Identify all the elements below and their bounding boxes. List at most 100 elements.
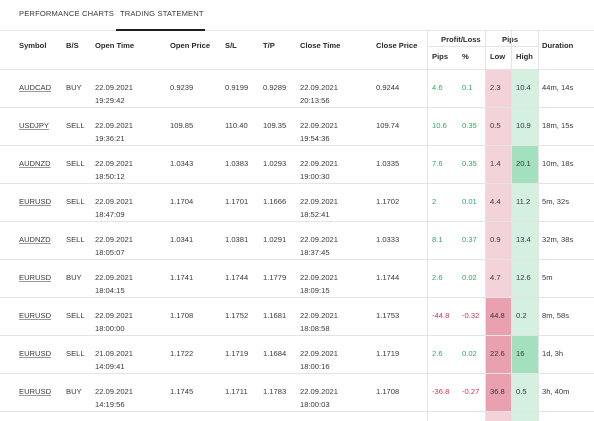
pl-pips-cell: 2.6	[432, 273, 443, 282]
close-price-cell: 109.74	[376, 121, 400, 130]
close-time-cell: 22.09.2021 20:13:56	[300, 81, 338, 107]
sl-cell: 1.1711	[225, 387, 248, 396]
close-price-cell: 0.9244	[376, 83, 400, 92]
table-row	[0, 108, 594, 146]
high-highlight	[511, 336, 538, 374]
open-time-cell: 22.09.2021 18:50:12	[95, 157, 133, 183]
close-date: 22.09.2021	[300, 197, 339, 206]
close-price-cell: 1.1753	[376, 311, 400, 320]
symbol-link[interactable]: EURUSD	[19, 311, 52, 320]
open-time-cell: 22.09.2021 14:19:56	[95, 385, 133, 411]
header-low: Low	[490, 52, 506, 61]
close-price-cell: 1.1744	[376, 273, 400, 282]
pl-pips-cell: 2	[432, 197, 437, 206]
symbol-link[interactable]: AUDCAD	[19, 83, 52, 92]
pl-pips-cell: -44.8	[432, 311, 450, 320]
close-time: 20:13:56	[300, 96, 330, 105]
close-time: 19:54:36	[300, 134, 330, 143]
side-cell: BUY	[66, 83, 82, 92]
close-date: 22.09.2021	[300, 83, 339, 92]
symbol-link[interactable]: EURUSD	[19, 273, 52, 282]
pl-percent-cell: 0.35	[462, 159, 477, 168]
open-time-cell: 22.09.2021 18:47:09	[95, 195, 133, 221]
open-date: 22.09.2021	[95, 311, 134, 320]
side-cell: SELL	[66, 349, 85, 358]
open-time-cell: 21.09.2021 14:09:41	[95, 347, 133, 373]
side-cell: BUY	[66, 273, 82, 282]
open-time: 18:50:12	[95, 172, 125, 181]
pl-pips-cell: 10.6	[432, 121, 447, 130]
side-cell: SELL	[66, 311, 85, 320]
close-price-cell: 1.0333	[376, 235, 400, 244]
pl-percent-cell: -0.32	[462, 311, 480, 320]
low-pips-cell: 22.6	[490, 349, 505, 358]
open-time: 18:05:07	[95, 248, 125, 257]
table-row	[0, 184, 594, 222]
close-date: 22.09.2021	[300, 273, 339, 282]
sl-cell: 1.1752	[225, 311, 249, 320]
open-date: 22.09.2021	[95, 273, 134, 282]
close-time: 18:37:45	[300, 248, 330, 257]
open-date: 22.09.2021	[95, 121, 134, 130]
high-pips-cell: 11.2	[516, 197, 531, 206]
symbol-link[interactable]: EURUSD	[19, 197, 52, 206]
side-cell: SELL	[66, 197, 85, 206]
header-duration: Duration	[542, 41, 574, 50]
table-row	[0, 298, 594, 336]
table-row	[0, 336, 594, 374]
open-price-cell: 1.1741	[170, 273, 194, 282]
subheader-divider	[427, 46, 538, 47]
open-price-cell: 1.1704	[170, 197, 194, 206]
open-date: 22.09.2021	[95, 83, 134, 92]
close-time: 18:09:15	[300, 286, 330, 295]
duration-cell: 5m, 32s	[542, 197, 570, 206]
tp-cell: 0.9289	[263, 83, 287, 92]
tab-performance-charts[interactable]: PERFORMANCE CHARTS	[19, 9, 114, 18]
pl-percent-cell: 0.01	[462, 197, 477, 206]
tp-cell: 109.35	[263, 121, 287, 130]
pl-percent-cell: 0.02	[462, 349, 477, 358]
duration-cell: 8m, 58s	[542, 311, 570, 320]
tp-cell: 1.1681	[263, 311, 287, 320]
header-tp: T/P	[263, 41, 275, 50]
pl-pips-cell: 7.6	[432, 159, 443, 168]
open-date: 21.09.2021	[95, 349, 134, 358]
duration-cell: 5m	[542, 273, 553, 282]
pl-percent-cell: 0.35	[462, 121, 477, 130]
pl-pips-cell: -36.8	[432, 387, 450, 396]
symbol-link[interactable]: AUDNZD	[19, 235, 51, 244]
symbol-link[interactable]: AUDNZD	[19, 159, 51, 168]
high-pips-cell: 10.4	[516, 83, 531, 92]
symbol-link[interactable]: EURUSD	[19, 349, 52, 358]
close-date: 22.09.2021	[300, 235, 339, 244]
low-highlight	[485, 374, 511, 412]
symbol-link[interactable]: USDJPY	[19, 121, 49, 130]
pl-percent-cell: 0.02	[462, 273, 477, 282]
close-time-cell: 22.09.2021 19:54:36	[300, 119, 338, 145]
open-time: 14:19:56	[95, 400, 125, 409]
header-symbol: Symbol	[19, 41, 47, 50]
duration-cell: 10m, 18s	[542, 159, 574, 168]
tab-trading-statement[interactable]: TRADING STATEMENT	[116, 0, 205, 31]
close-date: 22.09.2021	[300, 387, 339, 396]
open-date: 22.09.2021	[95, 387, 134, 396]
close-time: 19:00:30	[300, 172, 330, 181]
open-time: 18:47:09	[95, 210, 125, 219]
open-date: 22.09.2021	[95, 197, 134, 206]
open-time-cell: 22.09.2021 19:29:42	[95, 81, 133, 107]
header-profit-loss: Profit/Loss	[441, 35, 481, 44]
header-pl-percent: %	[462, 52, 469, 61]
tp-cell: 1.0291	[263, 235, 287, 244]
close-time-cell: 22.09.2021 18:37:45	[300, 233, 338, 259]
low-highlight	[485, 298, 511, 336]
sl-cell: 110.40	[225, 121, 248, 130]
pl-percent-cell: 0.1	[462, 83, 473, 92]
tp-cell: 1.1666	[263, 197, 287, 206]
duration-cell: 18m, 15s	[542, 121, 574, 130]
open-time: 18:04:15	[95, 286, 125, 295]
header-divider	[0, 69, 594, 70]
low-pips-cell: 0.9	[490, 235, 501, 244]
symbol-link[interactable]: EURUSD	[19, 387, 52, 396]
close-date: 22.09.2021	[300, 121, 339, 130]
high-pips-cell: 0.2	[516, 311, 527, 320]
